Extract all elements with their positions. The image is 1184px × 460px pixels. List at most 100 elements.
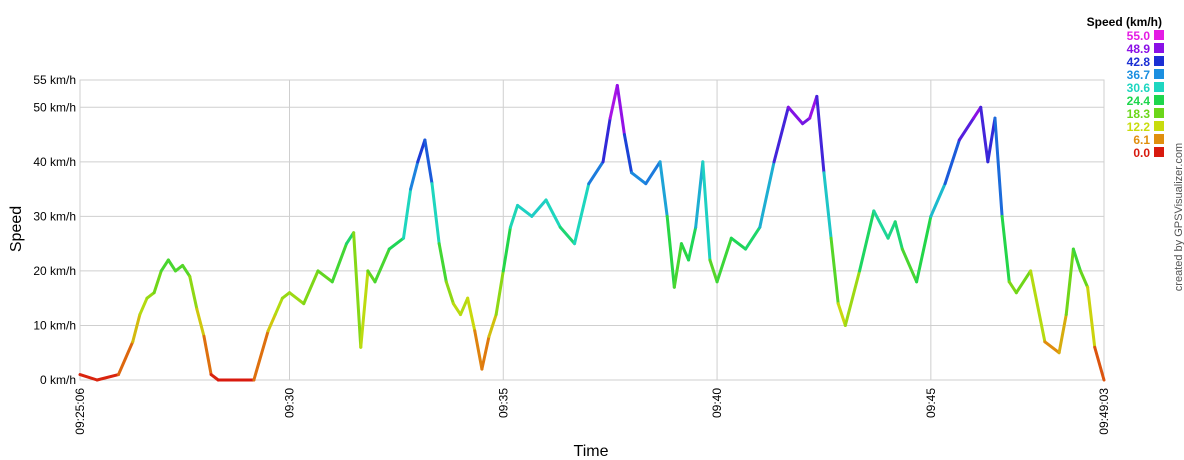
x-tick-label: 09:25:06 [73,388,87,435]
speed-segment [330,242,349,284]
speed-segment [1000,214,1011,284]
speed-segment [815,94,826,175]
speed-segment [373,247,391,284]
speed-segment [915,214,933,284]
speed-segment [487,313,498,338]
legend-label: 24.4 [1127,94,1151,108]
speed-segment [758,160,776,229]
speed-segment [416,138,427,164]
legend-label: 36.7 [1127,68,1151,82]
speed-segment [679,242,691,262]
x-tick-label: 09:49:03 [1097,388,1111,435]
speed-segment [1057,313,1068,355]
speed-segment [687,225,698,262]
speed-segment [1007,280,1018,295]
speed-segment [366,269,377,284]
speed-segment [630,171,648,186]
speed-series [78,83,1106,382]
credit-text: created by GPSVisualizer.com [1173,143,1184,291]
y-tick-label: 10 km/h [33,318,76,332]
chart-grid [79,79,1105,381]
speed-segment [701,160,712,262]
speed-segment [601,116,612,164]
legend: 55.048.942.836.730.624.418.312.26.10.0 [1127,29,1164,160]
speed-segment [409,160,420,191]
speed-segment [508,203,520,229]
speed-segment [451,302,463,317]
speed-segment [1043,340,1061,355]
legend-label: 12.2 [1127,120,1151,134]
legend-swatch [1154,56,1164,66]
speed-segment [558,225,577,246]
y-axis-title: Speed [8,206,25,252]
speed-segment [530,198,548,218]
speed-segment [444,280,455,306]
speed-segment [729,236,748,251]
legend-swatch [1154,108,1164,118]
speed-segment [266,313,277,333]
speed-segment [979,105,990,164]
speed-segment [658,160,669,218]
speed-segment [423,138,434,186]
legend-label: 0.0 [1133,146,1150,160]
speed-segment [943,138,961,186]
speed-segment [1078,269,1090,289]
speed-segment [473,329,484,371]
speed-segment [665,214,676,289]
speed-segment [316,269,334,284]
x-tick-label: 09:35 [496,388,510,418]
speed-segment [516,203,534,218]
legend-label: 42.8 [1127,55,1151,69]
speed-segment [829,236,840,306]
speed-segment [1029,269,1047,344]
legend-label: 30.6 [1127,81,1151,95]
y-tick-label: 30 km/h [33,209,76,223]
speed-segment [273,296,284,317]
speed-segment [195,307,206,338]
speed-segment [302,269,320,306]
x-axis-ticks: 09:25:06 09:30 09:35 09:40 09:45 09:49:03 [73,388,1111,435]
speed-segment [152,269,163,295]
speed-segment [986,116,997,164]
speed-segment [957,116,976,142]
speed-segment [1086,285,1097,349]
speed-segment [402,187,413,240]
x-tick-label: 09:40 [710,388,724,418]
speed-segment [78,373,99,382]
speed-segment [993,116,1004,218]
x-tick-label: 09:30 [283,388,297,418]
speed-segment [715,236,733,284]
legend-swatch [1154,82,1164,92]
speed-segment [501,225,512,273]
speed-segment [694,160,705,229]
speed-segment [494,269,505,317]
speed-segment [1093,345,1106,382]
speed-segment [95,373,120,382]
speed-segment [116,340,135,377]
speed-segment [466,296,477,333]
legend-swatch [1154,147,1164,157]
speed-segment [1064,247,1075,317]
legend-label: 6.1 [1133,133,1150,147]
speed-segment [459,296,470,317]
plot-frame [79,79,1105,381]
speed-segment [437,242,448,284]
speed-segment [573,182,591,246]
speed-segment [138,296,149,317]
speed-segment [544,198,562,229]
speed-segment [786,105,805,126]
speed-segment [188,274,199,311]
speed-segment [159,258,170,273]
legend-swatch [1154,95,1164,105]
speed-segment [900,247,919,284]
legend-label: 48.9 [1127,42,1151,56]
speed-segment [359,269,370,349]
speed-segment [430,182,441,246]
y-tick-label: 55 km/h [33,73,76,87]
legend-swatch [1154,43,1164,53]
speed-segment [843,269,862,327]
speed-segment [893,220,904,251]
legend-label: 18.3 [1127,107,1151,121]
speed-segment [202,334,213,377]
